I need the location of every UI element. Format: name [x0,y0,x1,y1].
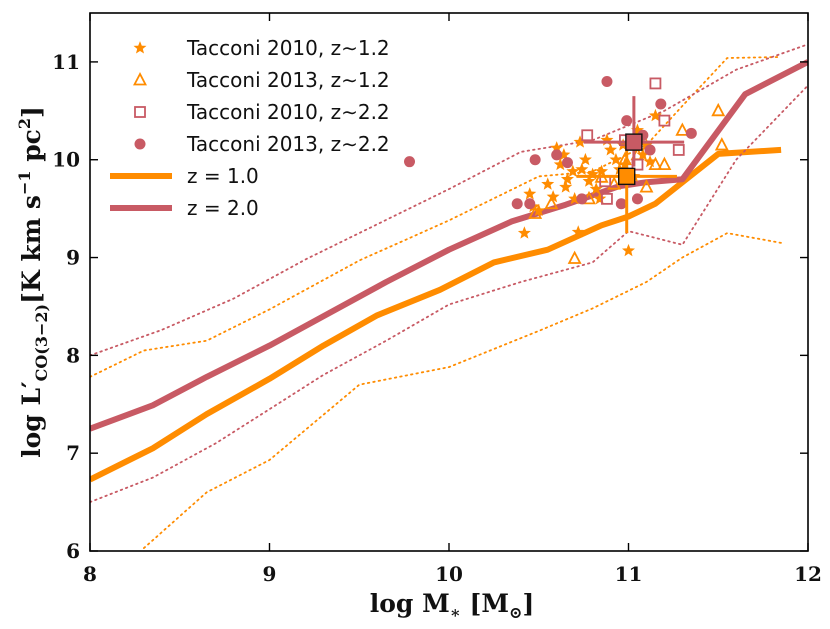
x-tick-label-0: 8 [83,562,97,586]
legend-label-1: Tacconi 2013, z∼1.2 [186,68,390,92]
legend-marker-0 [133,41,147,54]
data-point-star-14 [582,174,596,187]
data-point-square-5 [658,114,671,127]
legend-label-3: Tacconi 2013, z∼2.2 [186,132,390,156]
axis-ticks: 8 9 10 11 12 6 7 8 9 10 11 [52,13,822,586]
legend: Tacconi 2010, z∼1.2 Tacconi 2013, z∼1.2 Ta… [110,36,390,220]
series-line-2 [90,56,782,378]
legend-marker-1 [133,72,147,86]
data-point-star-21 [609,152,623,166]
data-point-triangle-8 [639,179,654,193]
summary-marker-0 [618,167,636,186]
summary-marker-1 [625,133,643,151]
data-point-square-6 [672,144,685,156]
x-tick-label-2: 10 [435,562,463,586]
data-point-circle-6 [601,75,613,87]
data-point-star-13 [578,152,592,166]
data-point-star-17 [593,192,607,205]
data-point-square-0 [581,129,594,142]
y-tick-label-2: 8 [66,343,80,367]
legend-label-0: Tacconi 2010, z∼1.2 [186,36,390,60]
series-line-5 [90,84,808,504]
x-axis-title: log M∗ [M⊙] [370,589,535,622]
y-tick-label-5: 11 [52,50,80,74]
data-point-square-1 [601,192,613,205]
data-point-circle-13 [615,198,627,210]
data-point-circle-5 [576,193,588,205]
data-point-triangle-12 [711,102,726,117]
y-tick-label-3: 9 [66,246,80,270]
data-point-star-0 [517,226,531,239]
y-tick-label-4: 10 [52,148,80,172]
data-point-circle-11 [655,98,667,110]
data-point-triangle-0 [528,205,543,219]
data-point-circle-0 [404,156,416,168]
plot-lines [90,43,808,549]
legend-marker-2 [134,106,146,118]
data-point-triangle-13 [714,137,729,151]
plot-summary [576,96,685,234]
data-point-star-31 [648,108,662,122]
x-tick-label-3: 11 [615,562,643,586]
data-point-triangle-5 [607,176,622,190]
data-point-triangle-2 [567,250,582,264]
y-tick-label-1: 7 [66,441,80,465]
data-point-triangle-10 [657,156,672,171]
data-point-square-4 [649,77,662,90]
x-tick-label-4: 12 [794,562,822,586]
data-point-circle-2 [529,154,541,166]
data-point-star-11 [571,225,585,238]
data-point-circle-1 [511,198,523,210]
data-point-star-8 [560,172,574,185]
data-point-circle-7 [621,115,633,127]
data-point-star-9 [566,164,580,177]
data-point-circle-12 [685,127,697,139]
data-point-triangle-9 [648,156,663,171]
data-point-circle-14 [524,198,536,210]
legend-label-2: Tacconi 2010, z∼2.2 [186,100,390,124]
data-point-circle-10 [644,144,656,156]
legend-label-4: z = 1.0 [187,164,259,188]
series-line-4 [90,43,808,357]
data-point-triangle-1 [544,195,559,210]
legend-label-5: z = 2.0 [187,196,259,220]
data-point-star-4 [541,177,555,190]
data-point-star-1 [523,187,537,200]
data-point-star-7 [559,180,573,193]
data-point-star-25 [622,243,635,257]
data-point-triangle-11 [675,122,690,136]
x-tick-label-1: 9 [263,562,277,586]
series-line-3 [142,232,782,549]
svg-text:log L′CO(3−2)[K km s−1 pc2]: log L′CO(3−2)[K km s−1 pc2] [15,106,51,458]
data-point-circle-3 [551,149,563,161]
series-line-1 [90,59,808,432]
svg-text:log M∗ [M⊙]: log M∗ [M⊙] [370,589,535,622]
series-line-0 [90,146,782,483]
data-point-circle-4 [561,157,573,169]
data-point-star-12 [575,162,589,176]
data-point-star-20 [604,143,618,156]
legend-marker-3 [134,138,146,150]
data-point-circle-8 [631,193,643,205]
y-axis-title: log L′CO(3−2)[K km s−1 pc2] [15,106,51,458]
y-tick-label-0: 6 [66,539,80,563]
